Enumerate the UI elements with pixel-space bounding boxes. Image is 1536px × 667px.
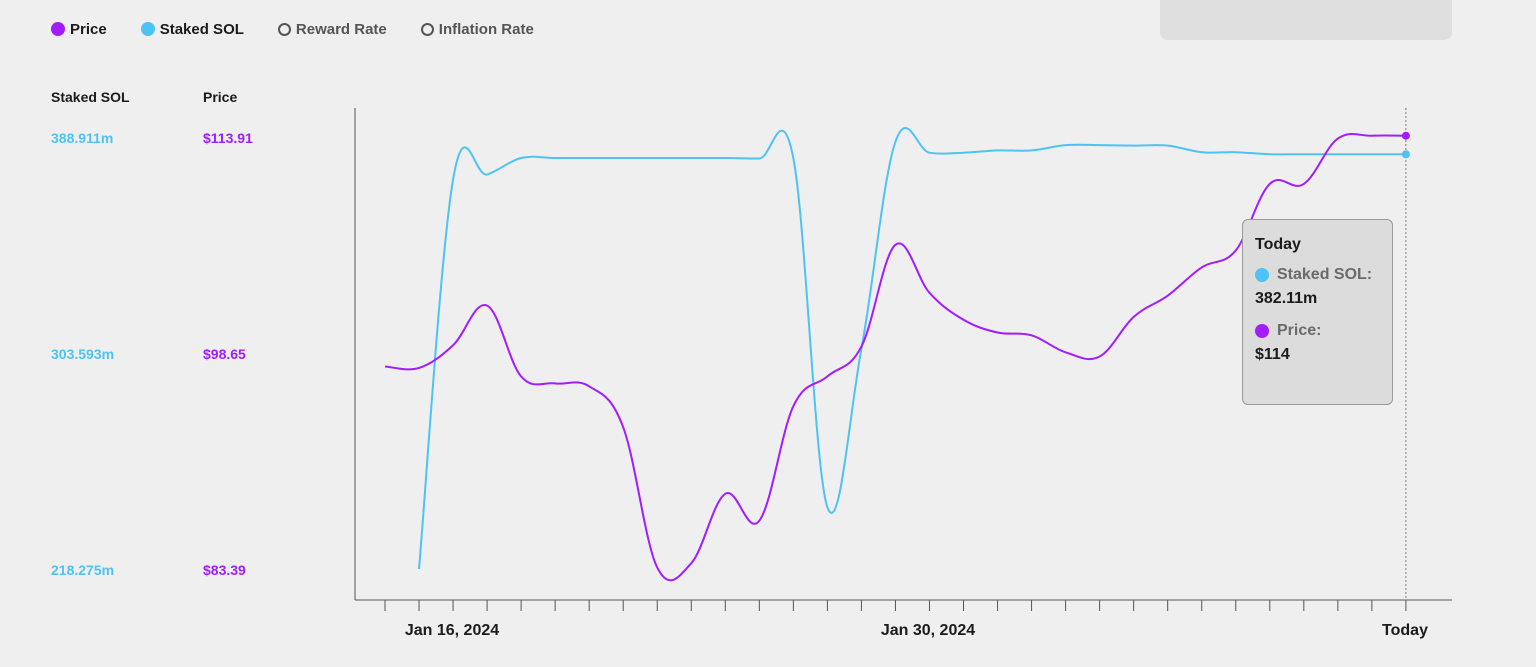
- tooltip-title: Today: [1255, 236, 1301, 253]
- staked-tick-label-top: 388.911m: [51, 130, 114, 146]
- price-dot-icon: [1255, 324, 1269, 338]
- tooltip-price-label: Price:: [1277, 322, 1322, 339]
- staked-sol-hover-point: [1401, 150, 1410, 159]
- staked-sol-series-line: [418, 127, 1406, 570]
- legend-label-inflation-rate: Inflation Rate: [438, 20, 534, 38]
- staked-dot-icon: [1255, 268, 1269, 282]
- x-tick-label-jan-30: Jan 30, 2024: [880, 622, 976, 639]
- chart-legend: Price Staked SOL Reward Rate Inflation R…: [51, 19, 568, 39]
- tooltip-staked-label: Staked SOL:: [1277, 266, 1373, 283]
- legend-label-reward-rate: Reward Rate: [295, 20, 387, 38]
- price-tick-label-top: $113.91: [203, 130, 253, 146]
- staked-axis-title: Staked SOL: [51, 89, 130, 105]
- legend-item-reward-rate[interactable]: Reward Rate: [277, 20, 387, 38]
- legend-label-staked-sol: Staked SOL: [159, 20, 244, 38]
- legend-label-price: Price: [70, 20, 107, 38]
- legend-item-staked-sol[interactable]: Staked SOL: [140, 20, 244, 38]
- legend-item-price[interactable]: Price: [51, 21, 107, 38]
- inflation-rate-legend-circle-icon: [420, 22, 434, 36]
- staked-sol-legend-dot-icon: [140, 22, 155, 36]
- tooltip-price-row: Price:: [1255, 322, 1380, 340]
- tooltip-staked-row: Staked SOL:: [1255, 266, 1380, 284]
- legend-item-inflation-rate[interactable]: Inflation Rate: [420, 20, 534, 38]
- staked-tick-label-mid: 303.593m: [51, 346, 115, 362]
- price-legend-dot-icon: [51, 22, 65, 36]
- hover-tooltip: Today Staked SOL: 382.11m Price: $114: [1242, 219, 1393, 405]
- x-tick-label-today: Today: [1382, 622, 1428, 639]
- reward-rate-legend-circle-icon: [277, 22, 291, 36]
- price-hover-point: [1401, 131, 1410, 140]
- price-series-line: [384, 132, 1406, 582]
- price-axis-title: Price: [203, 89, 238, 105]
- tooltip-price-value: $114: [1255, 346, 1290, 363]
- staked-tick-label-bottom: 218.275m: [51, 562, 115, 578]
- price-tick-label-bottom: $83.39: [203, 562, 246, 578]
- price-tick-label-mid: $98.65: [203, 346, 246, 362]
- x-tick-label-jan-16: Jan 16, 2024: [404, 622, 500, 639]
- tooltip-staked-value: 382.11m: [1255, 290, 1318, 307]
- top-right-panel: [1160, 0, 1452, 40]
